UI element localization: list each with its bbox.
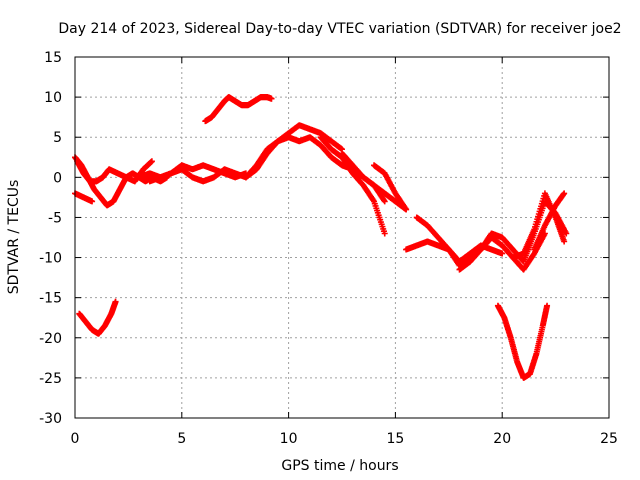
chart-title: Day 214 of 2023, Sidereal Day-to-day VTE… [58, 21, 621, 37]
x-axis-label: GPS time / hours [281, 458, 398, 474]
data-point [561, 238, 568, 245]
y-tick-label: 0 [53, 170, 62, 186]
data-point [544, 302, 551, 309]
y-tick-label: -15 [39, 291, 62, 307]
data-point [563, 230, 570, 237]
y-tick-label: -10 [39, 251, 62, 267]
x-tick-label: 15 [386, 431, 404, 447]
x-tick-label: 5 [177, 431, 186, 447]
series-arc-i [317, 134, 388, 237]
x-tick-label: 10 [280, 431, 298, 447]
plot-frame [74, 56, 610, 419]
data-point [148, 158, 155, 165]
grid-lines [75, 57, 609, 418]
y-tick-label: -30 [39, 411, 62, 427]
x-tick-label: 0 [71, 431, 80, 447]
data-point [499, 250, 506, 257]
data-point [89, 198, 96, 205]
data-point [381, 198, 388, 205]
data-point [268, 95, 275, 102]
data-points [72, 94, 570, 381]
y-tick-label: -20 [39, 331, 62, 347]
x-tick-label: 25 [600, 431, 618, 447]
data-point [561, 190, 568, 197]
y-tick-label: 10 [44, 90, 62, 106]
x-tick-label: 20 [493, 431, 511, 447]
y-tick-label: -25 [39, 371, 62, 387]
y-tick-label: -5 [48, 210, 62, 226]
series-arc-j [339, 150, 410, 213]
tick-labels: 0 5 10 15 20 25 -30 -25 -20 -15 -10 -5 0 5 10 15 [39, 50, 618, 447]
data-point [403, 206, 410, 213]
series-arc-b [74, 158, 155, 185]
series-arc-p [531, 190, 568, 253]
series-arc-c [72, 190, 96, 205]
series-arc-q [494, 302, 551, 381]
series-arc-g [202, 94, 275, 125]
y-axis-label: SDTVAR / TECUs [6, 180, 22, 295]
y-tick-label: 5 [53, 130, 62, 146]
series-arc-d [76, 298, 119, 337]
axis-ticks [74, 56, 610, 419]
data-point [381, 230, 388, 237]
series-arc-k [371, 162, 410, 213]
y-tick-label: 15 [44, 50, 62, 66]
data-point [112, 298, 119, 305]
